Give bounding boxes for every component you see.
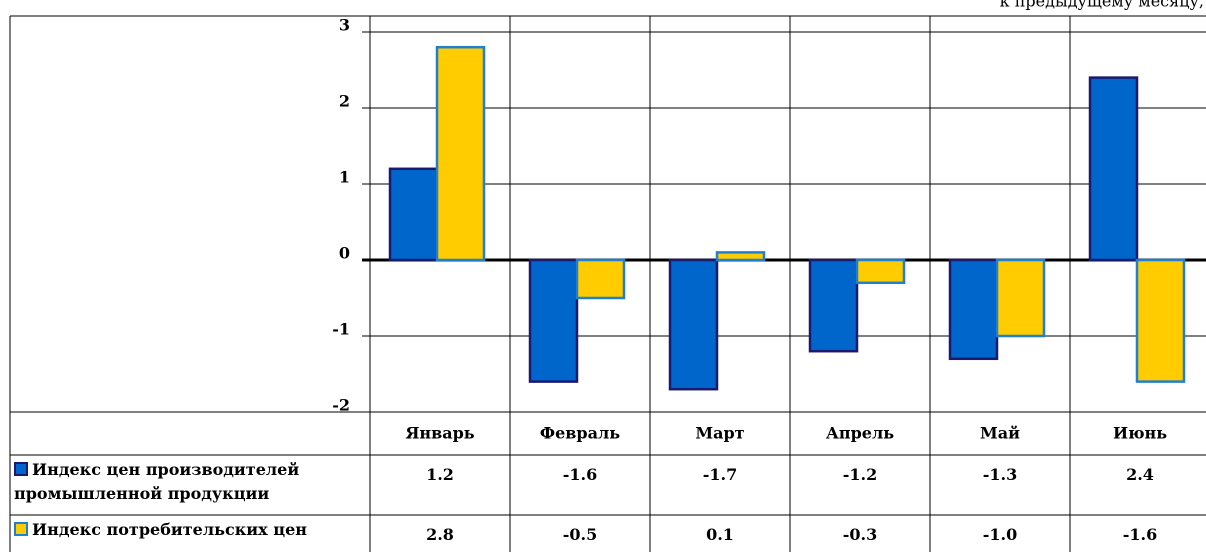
legend-label: Индекс цен производителей промышленной п… — [14, 460, 300, 503]
legend-entry: Индекс цен производителей промышленной п… — [14, 458, 344, 506]
x-tick-label: Апрель — [826, 424, 894, 443]
y-tick-label: -1 — [332, 320, 350, 339]
bar — [715, 251, 766, 262]
y-tick-label: 3 — [339, 16, 350, 35]
bar — [1088, 76, 1139, 262]
value-label: 0.1 — [706, 525, 734, 544]
bar — [388, 167, 439, 262]
value-label: 2.8 — [426, 525, 454, 544]
value-label: -1.6 — [1122, 525, 1158, 544]
value-label: -0.5 — [562, 525, 598, 544]
value-label: -1.3 — [982, 465, 1018, 484]
y-tick-label: 0 — [339, 244, 350, 263]
value-label: -1.0 — [982, 525, 1018, 544]
value-label: 1.2 — [426, 465, 454, 484]
bar — [435, 45, 486, 262]
value-label: 2.4 — [1126, 465, 1154, 484]
bar — [855, 258, 906, 285]
bar — [948, 258, 999, 361]
y-tick-label: 1 — [339, 168, 350, 187]
legend-swatch — [14, 462, 28, 476]
x-tick-label: Июнь — [1113, 424, 1167, 443]
bar — [528, 258, 579, 383]
value-label: -0.3 — [842, 525, 878, 544]
y-tick-label: 2 — [339, 92, 350, 111]
x-tick-label: Март — [695, 424, 744, 443]
bar — [995, 258, 1046, 338]
bar — [1135, 258, 1186, 383]
x-tick-label: Май — [980, 424, 1020, 443]
bar — [575, 258, 626, 300]
x-tick-label: Январь — [405, 424, 474, 443]
value-label: -1.2 — [842, 465, 878, 484]
subtitle: к предыдущему месяцу, — [1000, 0, 1204, 11]
value-label: -1.7 — [702, 465, 738, 484]
legend-entry: Индекс потребительских цен — [14, 518, 374, 542]
x-tick-label: Февраль — [540, 424, 620, 443]
value-label: -1.6 — [562, 465, 598, 484]
bar — [808, 258, 859, 353]
y-tick-label: -2 — [332, 396, 350, 415]
legend-swatch — [14, 522, 28, 536]
bar — [668, 258, 719, 391]
legend-label: Индекс потребительских цен — [32, 520, 307, 539]
